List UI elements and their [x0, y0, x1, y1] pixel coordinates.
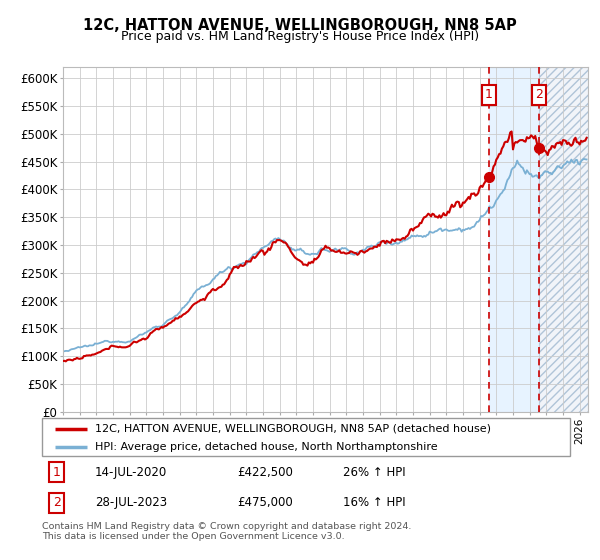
- Text: 12C, HATTON AVENUE, WELLINGBOROUGH, NN8 5AP: 12C, HATTON AVENUE, WELLINGBOROUGH, NN8 …: [83, 18, 517, 33]
- Text: 1: 1: [485, 88, 493, 101]
- Text: £422,500: £422,500: [238, 465, 293, 479]
- Text: HPI: Average price, detached house, North Northamptonshire: HPI: Average price, detached house, Nort…: [95, 442, 437, 452]
- Text: £475,000: £475,000: [238, 496, 293, 509]
- Text: 2: 2: [53, 496, 61, 509]
- Bar: [488, 67, 539, 412]
- Text: 2: 2: [535, 88, 543, 101]
- Text: 14-JUL-2020: 14-JUL-2020: [95, 465, 167, 479]
- Text: 26% ↑ HPI: 26% ↑ HPI: [343, 465, 406, 479]
- FancyBboxPatch shape: [42, 418, 570, 456]
- Text: 28-JUL-2023: 28-JUL-2023: [95, 496, 167, 509]
- Text: Contains HM Land Registry data © Crown copyright and database right 2024.
This d: Contains HM Land Registry data © Crown c…: [42, 522, 412, 542]
- Bar: [539, 67, 588, 412]
- Text: Price paid vs. HM Land Registry's House Price Index (HPI): Price paid vs. HM Land Registry's House …: [121, 30, 479, 43]
- Text: 12C, HATTON AVENUE, WELLINGBOROUGH, NN8 5AP (detached house): 12C, HATTON AVENUE, WELLINGBOROUGH, NN8 …: [95, 423, 491, 433]
- Text: 16% ↑ HPI: 16% ↑ HPI: [343, 496, 406, 509]
- Text: 1: 1: [53, 465, 61, 479]
- Bar: [539, 67, 588, 412]
